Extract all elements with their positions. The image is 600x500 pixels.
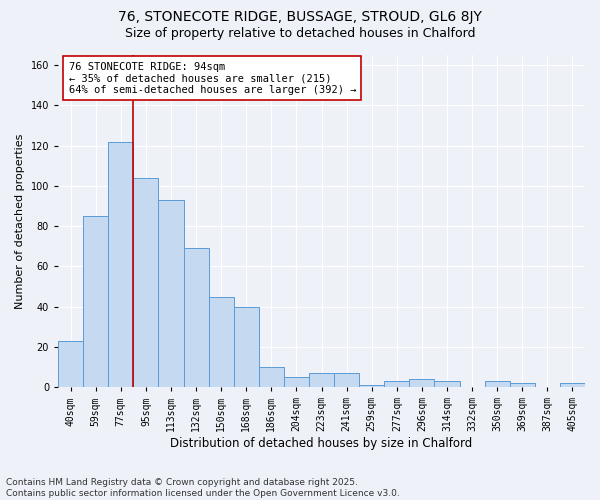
Bar	[284, 377, 309, 387]
Bar	[560, 383, 585, 387]
Y-axis label: Number of detached properties: Number of detached properties	[15, 134, 25, 309]
Bar	[209, 296, 234, 387]
Bar	[184, 248, 209, 387]
Bar	[510, 383, 535, 387]
Bar	[158, 200, 184, 387]
Bar	[409, 379, 434, 387]
Text: 76 STONECOTE RIDGE: 94sqm
← 35% of detached houses are smaller (215)
64% of semi: 76 STONECOTE RIDGE: 94sqm ← 35% of detac…	[68, 62, 356, 95]
Bar	[58, 341, 83, 387]
Bar	[359, 385, 384, 387]
Bar	[83, 216, 108, 387]
Bar	[434, 381, 460, 387]
Bar	[384, 381, 409, 387]
Bar	[259, 367, 284, 387]
Bar	[309, 373, 334, 387]
Text: Size of property relative to detached houses in Chalford: Size of property relative to detached ho…	[125, 28, 475, 40]
Bar	[133, 178, 158, 387]
Bar	[485, 381, 510, 387]
Bar	[108, 142, 133, 387]
X-axis label: Distribution of detached houses by size in Chalford: Distribution of detached houses by size …	[170, 437, 473, 450]
Text: 76, STONECOTE RIDGE, BUSSAGE, STROUD, GL6 8JY: 76, STONECOTE RIDGE, BUSSAGE, STROUD, GL…	[118, 10, 482, 24]
Text: Contains HM Land Registry data © Crown copyright and database right 2025.
Contai: Contains HM Land Registry data © Crown c…	[6, 478, 400, 498]
Bar	[334, 373, 359, 387]
Bar	[234, 306, 259, 387]
